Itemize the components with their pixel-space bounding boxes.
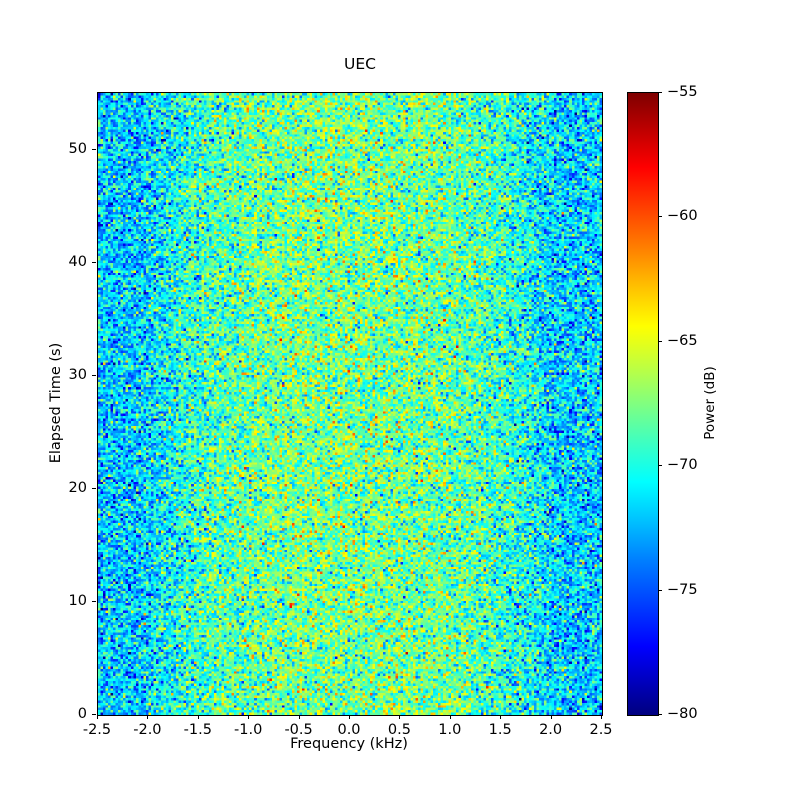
colorbar-tick-mark (658, 465, 662, 467)
x-tick-label: 1.0 (438, 722, 462, 738)
colorbar-tick-label: −80 (667, 706, 698, 722)
colorbar-tick-mark (658, 714, 662, 715)
x-tick-label: -0.5 (284, 722, 313, 738)
colorbar-label: Power (dB) (702, 366, 718, 440)
x-tick-mark (550, 715, 552, 719)
x-tick-label: 1.5 (488, 722, 512, 738)
colorbar-tick-label: −55 (667, 84, 698, 100)
x-tick-label: 0.5 (387, 722, 411, 738)
y-tick-label: 40 (68, 253, 87, 270)
x-tick-label: 0.0 (337, 722, 361, 738)
colorbar-tick-mark (658, 216, 662, 218)
colorbar-tick-label: −65 (667, 332, 698, 349)
x-tick-mark (399, 715, 401, 719)
y-tick-mark (92, 261, 96, 263)
x-tick-mark (601, 715, 602, 719)
x-tick-mark (349, 715, 350, 719)
y-tick-label: 30 (68, 366, 87, 383)
colorbar[interactable] (627, 92, 659, 716)
y-tick-mark (92, 714, 96, 715)
x-tick-label: -1.5 (183, 722, 212, 738)
x-tick-label: -2.5 (82, 722, 112, 738)
y-tick-label: 0 (77, 706, 87, 722)
colorbar-tick-mark (658, 589, 662, 591)
colorbar-tick-label: −60 (667, 208, 698, 225)
y-tick-mark (92, 487, 96, 489)
colorbar-tick-label: −70 (667, 457, 698, 474)
x-tick-label: -1.0 (234, 722, 263, 738)
y-tick-mark (92, 374, 96, 376)
y-tick-label: 20 (68, 479, 87, 496)
x-tick-mark (500, 715, 502, 719)
y-tick-label: 10 (68, 592, 87, 609)
y-tick-mark (92, 148, 96, 150)
x-tick-label: -2.0 (133, 722, 162, 738)
colorbar-tick-label: −75 (667, 581, 698, 598)
y-axis-label: Elapsed Time (s) (48, 342, 64, 464)
y-tick-label: 50 (68, 140, 87, 157)
spectrogram-image (98, 93, 602, 715)
x-tick-mark (97, 715, 98, 719)
x-tick-mark (298, 715, 300, 719)
x-tick-mark (449, 715, 451, 719)
y-tick-mark (92, 600, 96, 602)
x-tick-mark (197, 715, 199, 719)
title-station: UEC (344, 55, 376, 73)
colorbar-tick-mark (658, 92, 662, 93)
x-tick-label: 2.5 (589, 722, 613, 738)
colorbar-gradient (628, 93, 658, 715)
colorbar-tick-mark (658, 340, 662, 342)
x-tick-mark (248, 715, 250, 719)
x-tick-label: 2.0 (539, 722, 563, 738)
spectrogram-axes[interactable] (97, 92, 603, 716)
x-tick-mark (147, 715, 149, 719)
x-axis-label: Frequency (kHz) (290, 736, 408, 752)
